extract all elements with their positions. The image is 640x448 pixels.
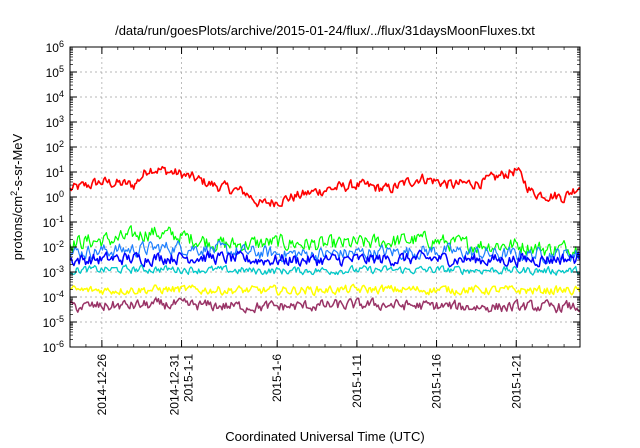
y-tick-base: 10 (43, 316, 57, 330)
y-tick-base: 10 (46, 141, 60, 155)
y-tick-label: 10-1 (43, 214, 64, 230)
x-tick-label: 2015-1-21 (509, 354, 523, 409)
x-tick-label: 2015-1-1 (182, 354, 196, 402)
y-tick-label: 105 (46, 64, 64, 80)
y-axis-label: protons/cm2-s-sr-MeV (9, 133, 25, 260)
y-tick-label: 106 (46, 39, 64, 55)
y-tick-label: 104 (46, 89, 64, 105)
y-tick-label: 10-4 (43, 289, 64, 305)
series-line-6 (70, 283, 581, 297)
y-axis-label-sup: 2 (9, 191, 19, 196)
y-tick-exponent: -3 (56, 264, 64, 274)
y-tick-label: 101 (46, 164, 64, 180)
y-axis-label-rest: -s-sr-MeV (10, 133, 25, 190)
y-tick-label: 10-5 (43, 314, 64, 330)
y-tick-base: 10 (43, 341, 57, 355)
y-tick-exponent: 2 (59, 139, 64, 149)
svg-text:protons/cm2-s-sr-MeV: protons/cm2-s-sr-MeV (9, 133, 25, 260)
y-tick-exponent: -4 (56, 289, 64, 299)
y-tick-base: 10 (46, 116, 60, 130)
series-group (69, 165, 581, 314)
y-tick-base: 10 (43, 216, 57, 230)
y-tick-exponent: -5 (56, 314, 64, 324)
y-tick-base: 10 (46, 91, 60, 105)
y-tick-exponent: 4 (59, 89, 64, 99)
y-tick-base: 10 (43, 241, 57, 255)
y-tick-exponent: -1 (56, 214, 64, 224)
y-axis-label-base: protons/cm (10, 196, 25, 260)
y-tick-exponent: 5 (59, 64, 64, 74)
series-line-7 (69, 297, 581, 314)
x-tick-label: 2015-1-11 (350, 354, 364, 408)
y-tick-exponent: -2 (56, 239, 64, 249)
y-tick-base: 10 (46, 166, 60, 180)
y-tick-exponent: 0 (59, 189, 64, 199)
x-tick-label: 2014-12-31 (168, 354, 182, 416)
series-line-4 (69, 249, 581, 268)
y-tick-exponent: -6 (56, 339, 64, 349)
y-tick-exponent: 6 (59, 39, 64, 49)
y-tick-label: 10-2 (43, 239, 64, 255)
y-tick-base: 10 (43, 291, 57, 305)
series-line-1 (69, 165, 581, 208)
x-tick-label: 2014-12-26 (95, 354, 109, 416)
y-tick-label: 102 (46, 139, 64, 155)
y-tick-exponent: 1 (59, 164, 64, 174)
ticks: 10-610-510-410-310-210-11001011021031041… (43, 39, 581, 416)
y-tick-label: 100 (46, 189, 64, 205)
y-tick-base: 10 (46, 191, 60, 205)
grid (70, 47, 580, 347)
x-tick-label: 2015-1-16 (430, 354, 444, 409)
y-tick-base: 10 (43, 266, 57, 280)
y-tick-label: 10-3 (43, 264, 64, 280)
series-line-5 (69, 264, 581, 276)
chart-title: /data/run/goesPlots/archive/2015-01-24/f… (115, 23, 535, 38)
y-tick-base: 10 (46, 41, 60, 55)
y-tick-label: 10-6 (43, 339, 64, 355)
y-tick-label: 103 (46, 114, 64, 130)
y-tick-exponent: 3 (59, 114, 64, 124)
y-tick-base: 10 (46, 66, 60, 80)
x-axis-label: Coordinated Universal Time (UTC) (225, 429, 424, 444)
x-tick-label: 2015-1-6 (270, 354, 284, 402)
